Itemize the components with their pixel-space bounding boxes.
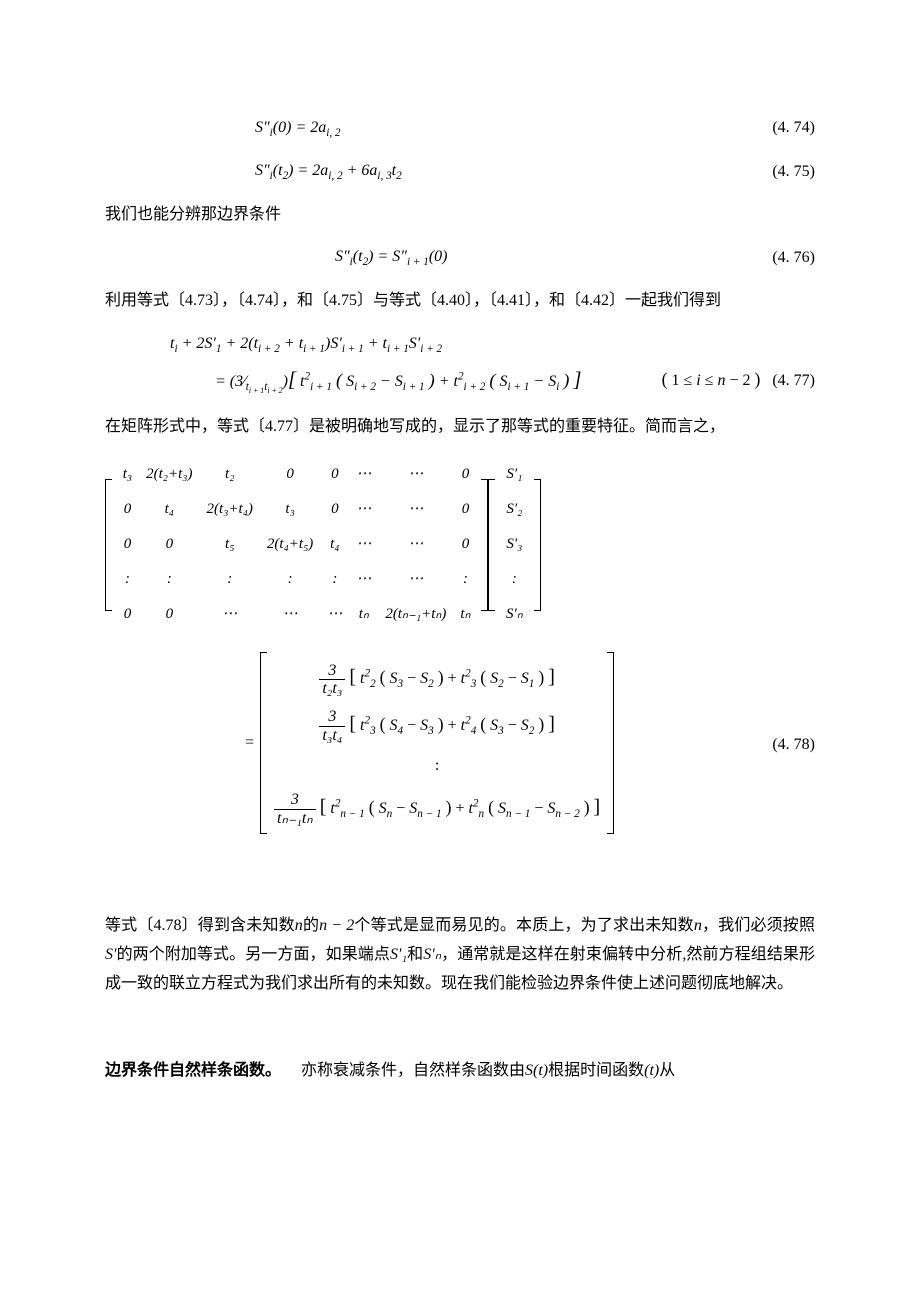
paragraph-4: 等式〔4.78〕得到含未知数n的n − 2个等式是显而易见的。本质上，为了求出未… <box>105 912 815 998</box>
eq-477-main: = (3⁄ti + 1ti + 2)[ t2i + 1 ( Si + 2 − S… <box>105 361 582 399</box>
eq-478-num: (4. 78) <box>772 731 815 760</box>
heading-boundary: 边界条件自然样条函数。 <box>105 1062 281 1079</box>
matrix-cell: t₄ <box>139 492 199 527</box>
matrix-cell: 0 <box>453 457 477 492</box>
matrix-cell: ⋯ <box>349 492 378 527</box>
p4-j: S′₁ <box>390 946 407 963</box>
matrix-cell: ⋯ <box>320 597 349 632</box>
matrix-cell: ⋯ <box>349 562 378 597</box>
p4-g: ，我们必须按照 <box>702 917 815 934</box>
p4-d: n − 2 <box>319 917 354 934</box>
p4-h: S′ <box>105 946 117 963</box>
p4-l: S′ₙ <box>423 946 441 963</box>
matrix-cell: 2(tₙ₋₁+tₙ) <box>378 597 453 632</box>
matrix-cell: ⋯ <box>378 562 453 597</box>
p5-c: 根据时间函数 <box>548 1062 644 1079</box>
matrix-cell: t₂ <box>200 457 260 492</box>
text-line-3: 在矩阵形式中，等式〔4.77〕是被明确地写成的，显示了那等式的重要特征。简而言之… <box>105 413 815 442</box>
text-line-1: 我们也能分辨那边界条件 <box>105 201 815 230</box>
matrix-cell: : <box>260 562 320 597</box>
matrix-equation-rhs: = 3t₂t₃ [ t22 ( S3 − S2 ) + t23 ( S2 − S… <box>105 646 815 844</box>
matrix-cell: ⋯ <box>260 597 320 632</box>
matrix-cell: ⋯ <box>378 457 453 492</box>
matrix-cell: tₙ <box>453 597 477 632</box>
eq-477-num: (4. 77) <box>772 372 815 389</box>
matrix-cell: t₃ <box>116 457 139 492</box>
equation-4-77-rhs: = (3⁄ti + 1ti + 2)[ t2i + 1 ( Si + 2 − S… <box>105 361 815 399</box>
rhs-rows: 3t₂t₃ [ t22 ( S3 − S2 ) + t23 ( S2 − S1 … <box>267 655 607 831</box>
p4-c: 的 <box>303 917 319 934</box>
matrix-cell: 0 <box>116 527 139 562</box>
matrix-cell: 2(t₃+t₄) <box>200 492 260 527</box>
eq-475-formula: S″i(t2) = 2ai, 2 + 6ai, 3t2 <box>105 157 402 186</box>
matrix-cell: 0 <box>260 457 320 492</box>
paragraph-5: 边界条件自然样条函数。 亦称衰减条件，自然样条函数由S(t)根据时间函数(t)从 <box>105 1057 815 1086</box>
matrix-equation-lhs: t₃2(t₂+t₃)t₂00⋯⋯00t₄2(t₃+t₄)t₃0⋯⋯000t₅2(… <box>105 457 815 632</box>
matrix-cell: ⋯ <box>200 597 260 632</box>
rhs-r1-num: 3 <box>319 662 345 681</box>
matrix-cell: tₙ <box>349 597 378 632</box>
vector-cell: : <box>499 562 530 597</box>
matrix-cell: 0 <box>116 597 139 632</box>
eq-475-num: (4. 75) <box>772 158 815 187</box>
p5-a: 亦称衰减条件，自然样条函数由 <box>301 1062 525 1079</box>
p5-d: (t) <box>644 1062 659 1079</box>
matrix-cell: 0 <box>139 527 199 562</box>
matrix-cell: : <box>139 562 199 597</box>
matrix-cell: 2(t₂+t₃) <box>139 457 199 492</box>
vector-cell: S′₁ <box>499 457 530 492</box>
matrix-cell: 0 <box>453 492 477 527</box>
vector-cell: S′₂ <box>499 492 530 527</box>
matrix-cell: ⋯ <box>349 457 378 492</box>
matrix-cell: : <box>200 562 260 597</box>
matrix-cell: ⋯ <box>378 527 453 562</box>
matrix-cell: 0 <box>320 457 349 492</box>
matrix-cell: t₄ <box>320 527 349 562</box>
rhs-r4-num: 3 <box>274 791 316 810</box>
equation-4-74: S″i(0) = 2ai, 2 (4. 74) <box>105 114 815 143</box>
rhs-r2-den: t₃t₄ <box>319 727 345 745</box>
eq-477-top: ti + 2S′1 + 2(ti + 2 + ti + 1)S′i + 1 + … <box>105 330 442 359</box>
matrix-cell: 0 <box>139 597 199 632</box>
eq-474-formula: S″i(0) = 2ai, 2 <box>105 114 341 143</box>
p4-b: n <box>295 917 303 934</box>
matrix-cell: : <box>320 562 349 597</box>
equation-4-77-lhs: ti + 2S′1 + 2(ti + 2 + ti + 1)S′i + 1 + … <box>105 330 815 359</box>
equation-4-76: S″i(t2) = S″i + 1(0) (4. 76) <box>105 243 815 272</box>
rhs-vector: = 3t₂t₃ [ t22 ( S3 − S2 ) + t23 ( S2 − S… <box>245 652 614 834</box>
p4-f: n <box>694 917 702 934</box>
matrix-cell: t₃ <box>260 492 320 527</box>
matrix-cell: ⋯ <box>349 527 378 562</box>
rhs-r4-den: tₙ₋₁tₙ <box>274 810 316 828</box>
matrix-cell: : <box>453 562 477 597</box>
matrix-cell: 0 <box>116 492 139 527</box>
rhs-r1-den: t₂t₃ <box>319 680 345 698</box>
rhs-r3: : <box>267 748 607 785</box>
equation-4-75: S″i(t2) = 2ai, 2 + 6ai, 3t2 (4. 75) <box>105 157 815 186</box>
p4-e: 个等式是显而易见的。本质上，为了求出未知数 <box>354 917 694 934</box>
p4-k: 和 <box>407 946 423 963</box>
p5-e: 从 <box>659 1062 675 1079</box>
matrix-cell: 0 <box>320 492 349 527</box>
matrix-cell: : <box>116 562 139 597</box>
matrix-cell: ⋯ <box>378 492 453 527</box>
eq-474-num: (4. 74) <box>772 114 815 143</box>
matrix-A: t₃2(t₂+t₃)t₂00⋯⋯00t₄2(t₃+t₄)t₃0⋯⋯000t₅2(… <box>116 457 478 632</box>
matrix-cell: t₅ <box>200 527 260 562</box>
text-line-2: 利用等式〔4.73〕，〔4.74〕，和〔4.75〕与等式〔4.40〕，〔4.41… <box>105 287 815 316</box>
matrix-cell: 2(t₄+t₅) <box>260 527 320 562</box>
p4-a: 等式〔4.78〕得到含未知数 <box>105 917 295 934</box>
vector-S: S′₁S′₂S′₃:S′ₙ <box>499 457 530 632</box>
rhs-r2-num: 3 <box>319 708 345 727</box>
eq-476-num: (4. 76) <box>772 244 815 273</box>
eq-477-cond: ( 1 ≤ i ≤ n − 2 ) (4. 77) <box>662 364 815 396</box>
vector-cell: S′₃ <box>499 527 530 562</box>
eq-476-formula: S″i(t2) = S″i + 1(0) <box>105 243 447 272</box>
matrix-cell: 0 <box>453 527 477 562</box>
p5-b: S(t) <box>525 1062 548 1079</box>
vector-cell: S′ₙ <box>499 597 530 632</box>
p4-i: 的两个附加等式。另一方面，如果端点 <box>117 946 390 963</box>
